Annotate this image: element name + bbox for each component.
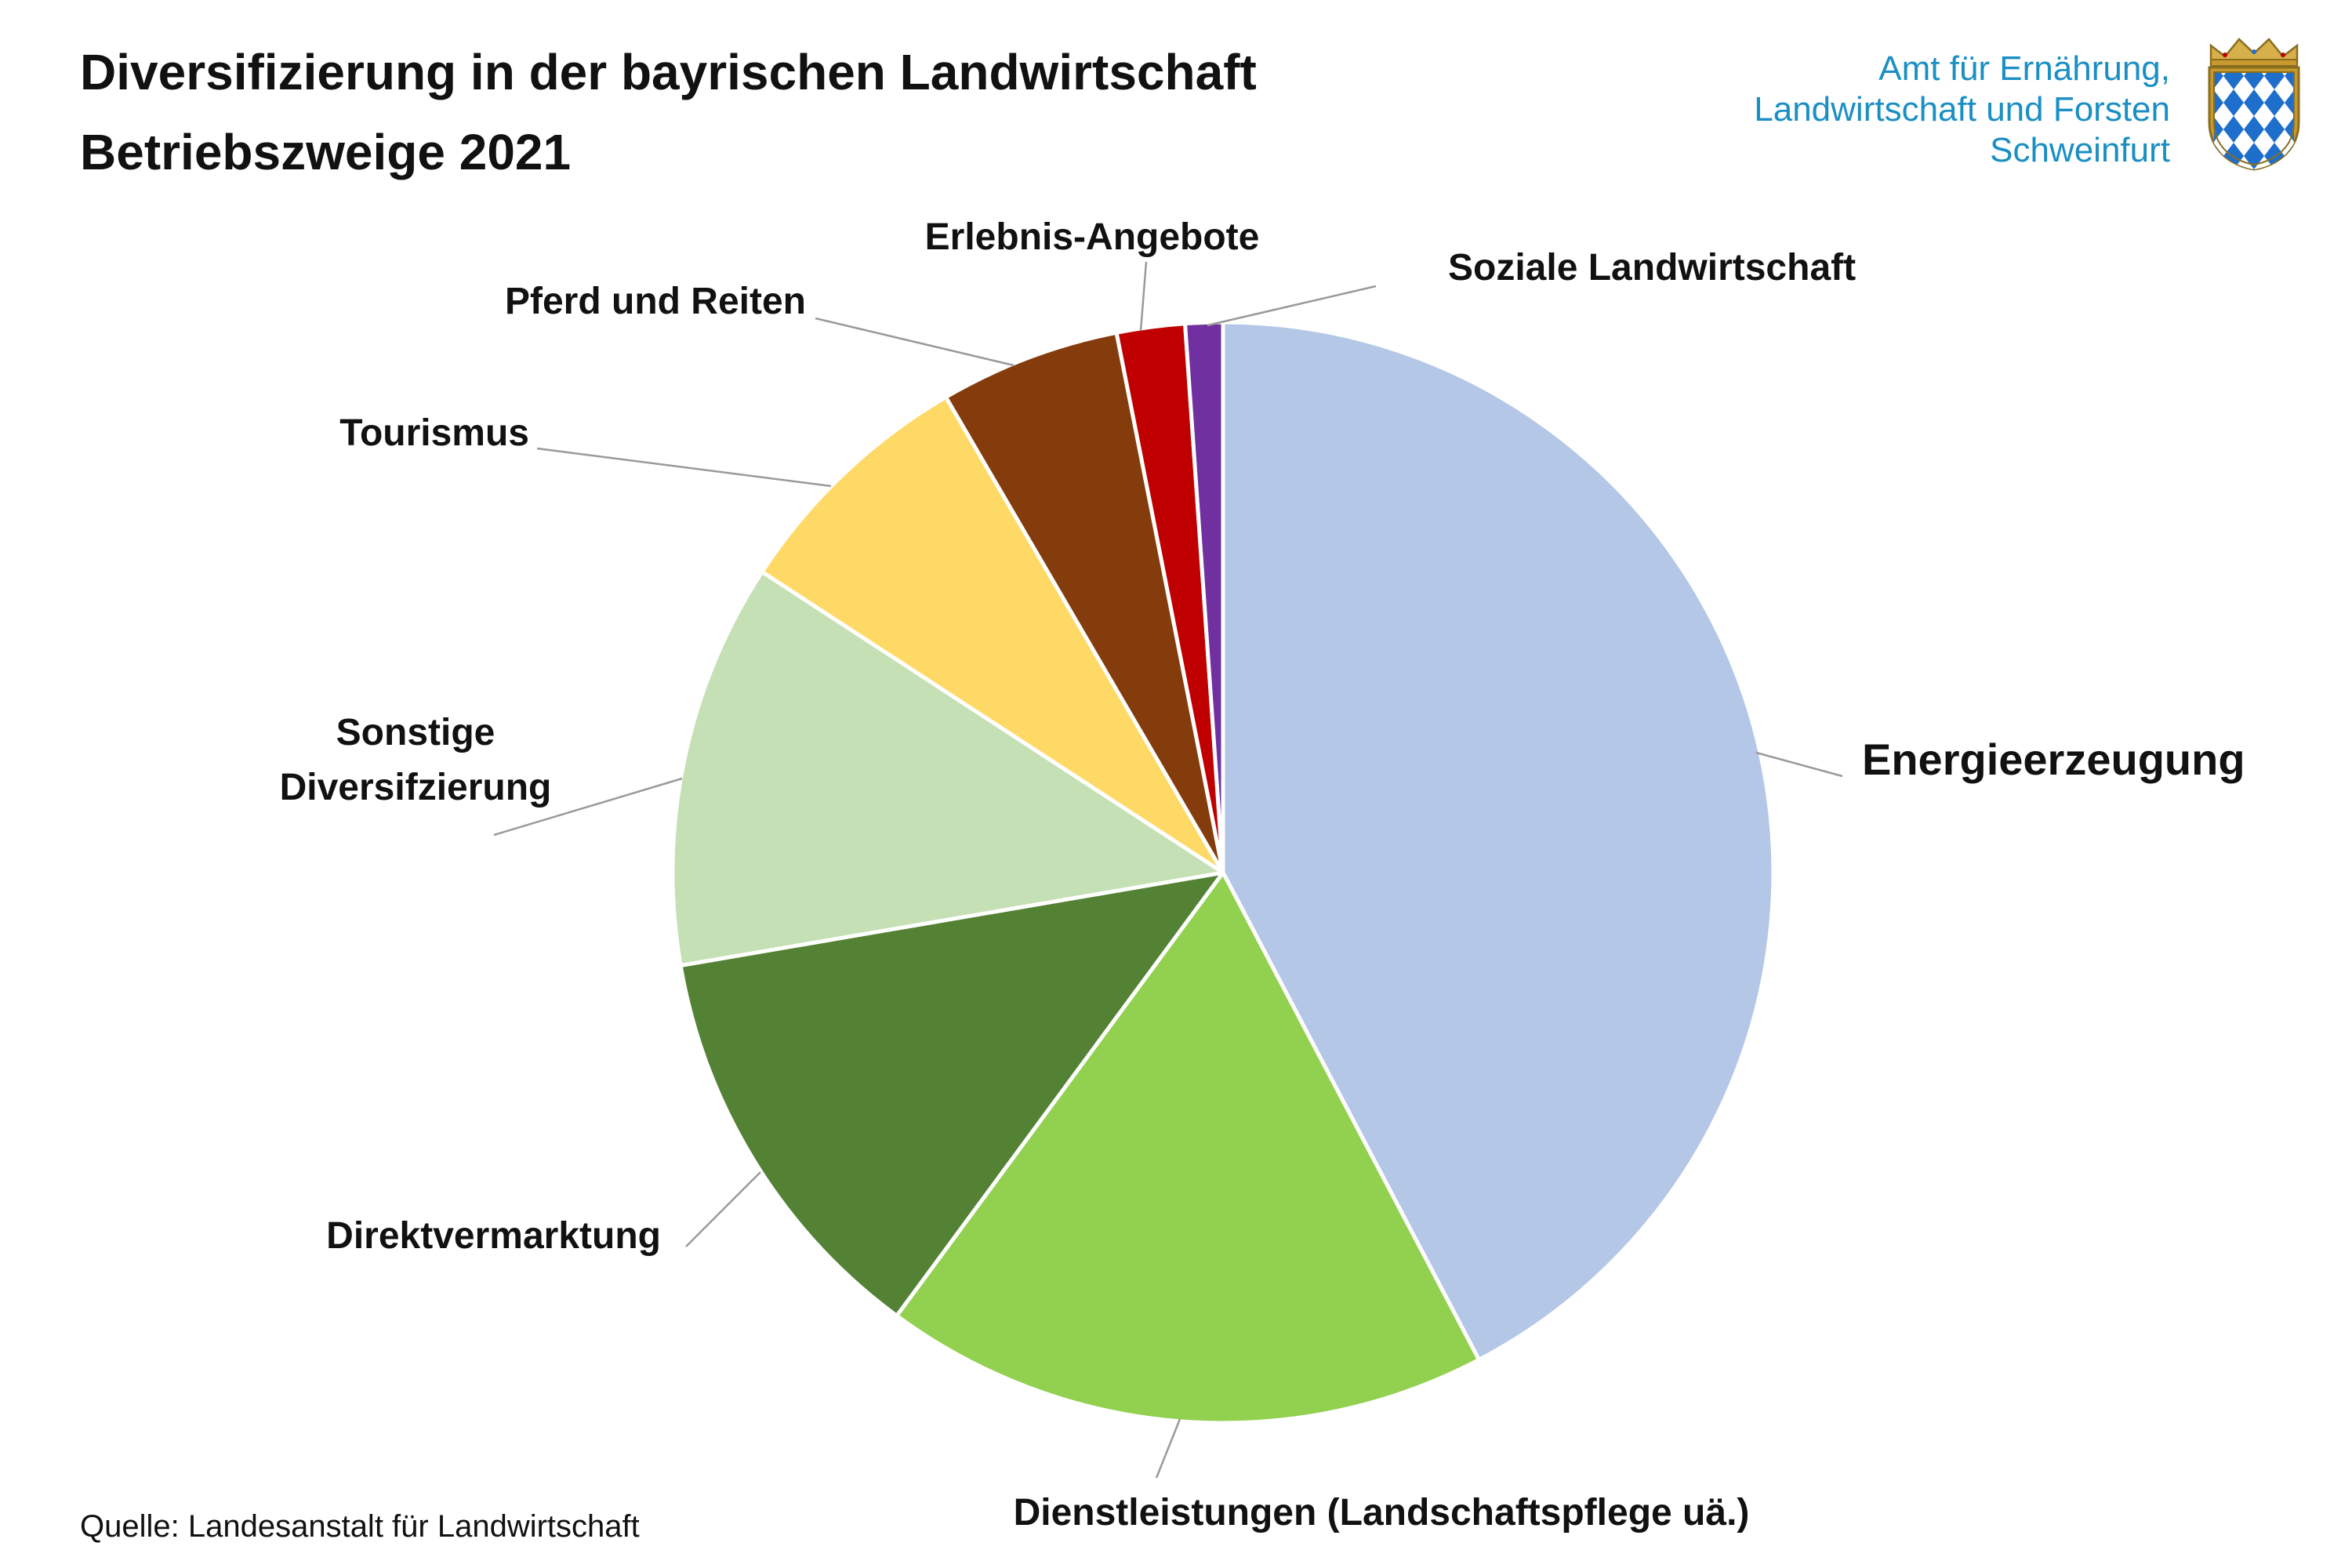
slice-label-2: Dienstleistungen (Landschaftspflege uä.) — [1014, 1492, 1750, 1534]
slice-labels: Energieerzeugung Dienstleistungen (Landsc… — [280, 216, 2245, 1534]
slice-label-3: Direktvermarktung — [326, 1215, 661, 1257]
slice-label-7: Erlebnis-Angebote — [925, 216, 1260, 258]
leader-line-8 — [1207, 285, 1377, 327]
bavarian-crest-icon — [2208, 38, 2300, 171]
leader-line-2 — [1155, 1418, 1181, 1479]
leader-line-4 — [493, 777, 683, 837]
chart-subtitle: Betriebszweige 2021 — [80, 124, 572, 180]
organization-line-3: Schweinfurt — [1990, 131, 2170, 169]
organization-line-2: Landwirtschaft und Forsten — [1754, 90, 2170, 129]
leader-lines — [493, 261, 1843, 1479]
slice-label-5: Tourismus — [339, 412, 529, 454]
leader-line-1 — [1755, 751, 1843, 778]
leader-line-5 — [536, 447, 832, 488]
pie-slice-4 — [670, 569, 1225, 967]
slice-label-1: Energieerzeugung — [1862, 735, 2245, 784]
leader-line-3 — [685, 1171, 761, 1247]
slice-label-6: Pferd und Reiten — [505, 281, 806, 322]
pie-slice-2 — [895, 870, 1481, 1425]
pie-slice-5 — [760, 395, 1225, 875]
slice-label-4: Sonstige Diversifzierung — [280, 712, 552, 808]
leader-line-7 — [1139, 261, 1148, 332]
pie-slice-1 — [1221, 320, 1776, 1362]
slice-label-8: Soziale Landwirtschaft — [1448, 247, 1856, 289]
leader-line-6 — [815, 317, 1014, 367]
organization-line-1: Amt für Ernährung, — [1878, 49, 2170, 88]
source-note: Quelle: Landesanstalt für Landwirtschaft — [80, 1509, 640, 1544]
pie-slice-3 — [678, 870, 1225, 1318]
chart-title: Diversifizierung in der bayrischen Landw… — [80, 44, 1257, 100]
pie-slice-6 — [944, 330, 1225, 875]
pie-slices — [670, 320, 1776, 1425]
organization-name: Amt für Ernährung, Landwirtschaft und Fo… — [1754, 49, 2170, 171]
